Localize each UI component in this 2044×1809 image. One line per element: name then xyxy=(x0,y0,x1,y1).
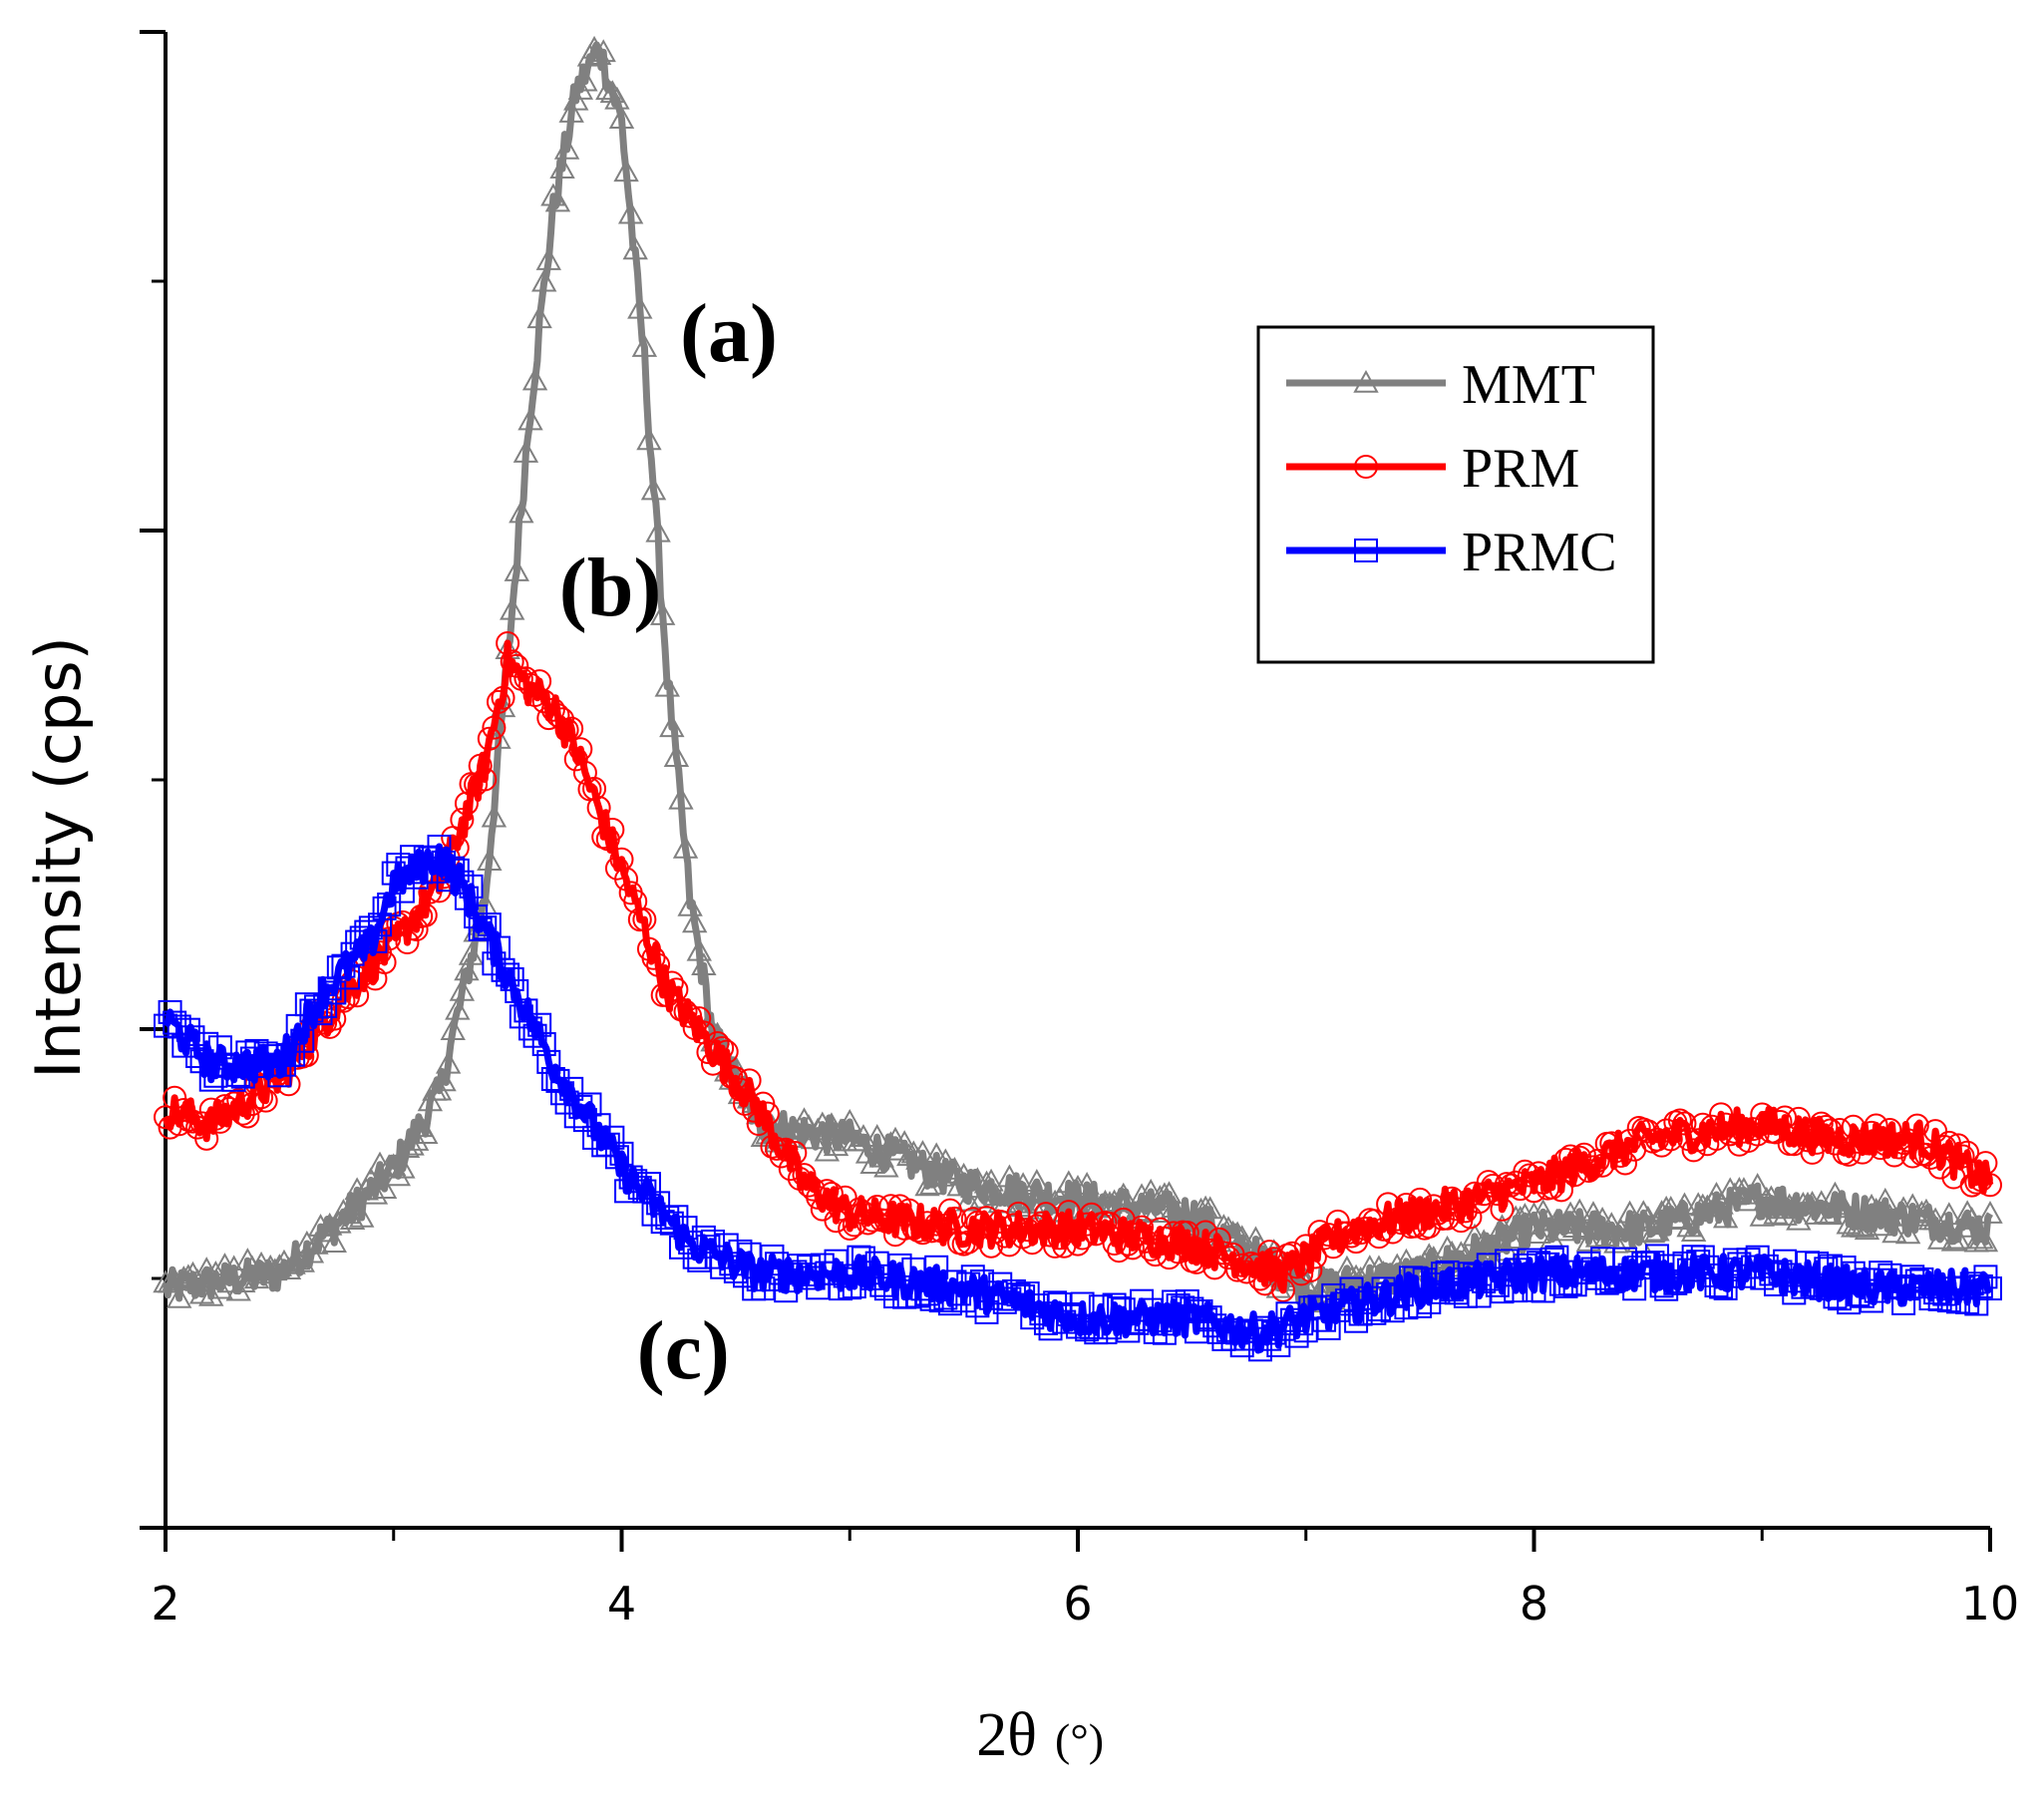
series-mmt-marker xyxy=(198,1282,224,1306)
legend-label: MMT xyxy=(1462,354,1595,416)
x-tick-label: 6 xyxy=(1063,1577,1092,1630)
series-mmt-marker xyxy=(167,1284,192,1308)
legend-label: PRMC xyxy=(1462,522,1617,583)
legend-item-prmc: PRMC xyxy=(1286,522,1617,583)
series-mmt-marker xyxy=(859,1151,885,1175)
x-tick-label: 4 xyxy=(607,1577,636,1630)
series-mmt-marker xyxy=(1786,1207,1812,1231)
x-ticks: 2 4 6 8 10 xyxy=(151,1528,2019,1630)
x-axis-unit: (°) xyxy=(1055,1714,1104,1765)
series-prmc-marker xyxy=(646,1191,671,1216)
x-tick-label: 10 xyxy=(1961,1577,2020,1630)
annotation-layer: (a) (b) (c) xyxy=(559,287,778,1397)
series-prm-marker xyxy=(1476,1170,1501,1195)
series-prm-line xyxy=(162,639,1994,1294)
legend-swatch-marker xyxy=(1354,539,1378,562)
legend-swatch-marker xyxy=(1353,369,1379,393)
x-axis-title: 2θ xyxy=(976,1701,1037,1769)
series-mmt-marker xyxy=(1603,1230,1629,1254)
legend-swatch-marker xyxy=(1354,455,1378,479)
series-prm-marker xyxy=(1681,1138,1706,1163)
annotation-label: (c) xyxy=(637,1304,730,1397)
legend: MMT PRM PRMC xyxy=(1256,325,1655,664)
series-prmc xyxy=(154,834,2002,1362)
legend-items: MMT PRM PRMC xyxy=(1286,354,1617,583)
series-prmc-line xyxy=(163,843,1993,1354)
y-ticks xyxy=(140,30,166,1530)
y-axis-title: Intensity (cps) xyxy=(22,636,95,1079)
series-mmt-line xyxy=(162,41,1994,1309)
legend-item-mmt: MMT xyxy=(1286,354,1595,416)
annotation-label: (a) xyxy=(680,287,778,380)
series-mmt xyxy=(153,35,2003,1313)
legend-item-prm: PRM xyxy=(1286,438,1579,500)
series-mmt-marker xyxy=(814,1138,841,1162)
x-tick-label: 2 xyxy=(151,1577,179,1630)
series-mmt-marker xyxy=(321,1230,347,1254)
legend-label: PRM xyxy=(1462,438,1579,500)
x-tick-label: 8 xyxy=(1520,1577,1548,1630)
annotation-label: (b) xyxy=(559,542,662,634)
series-mmt-marker xyxy=(1575,1229,1602,1252)
series-layer xyxy=(153,35,2003,1362)
